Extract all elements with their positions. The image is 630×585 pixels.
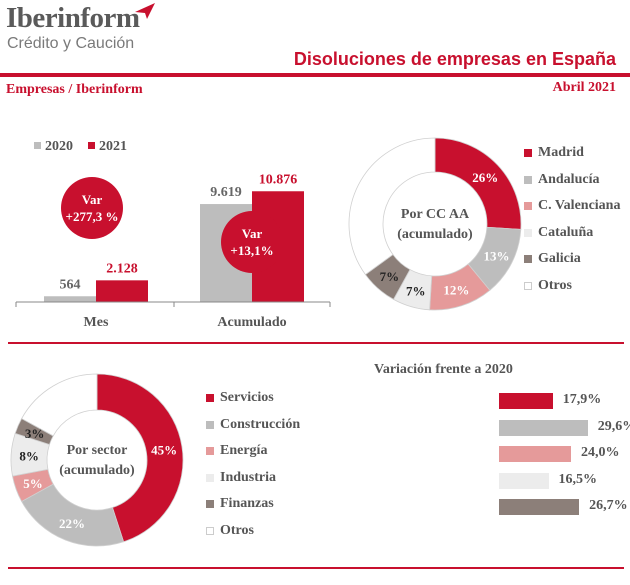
legend-label-2021: 2021 <box>99 139 127 154</box>
ccaa-value-galicia: 7% <box>380 269 400 284</box>
ccaa-legend-otros: Otros <box>524 278 572 294</box>
sector-slice-servicios <box>96 373 184 543</box>
sector-legend-swatch-industria <box>206 473 214 482</box>
sector-legend-label-industria: Industria <box>220 469 277 485</box>
value-label-2021-acumulado: 10.876 <box>259 172 298 187</box>
legend-label-2020: 2020 <box>45 139 73 154</box>
bar-2020-mes <box>44 296 96 302</box>
sector-legend-otros: Otros <box>206 523 254 539</box>
legend-swatch-2021 <box>88 142 95 149</box>
ccaa-legend-label-otros: Otros <box>538 277 572 293</box>
ccaa-center-subtitle: (acumulado) <box>397 227 473 242</box>
sector-legend-finanzas: Finanzas <box>206 496 274 512</box>
variation-bubble-acumulado <box>221 211 283 273</box>
legend-swatch-2020 <box>34 142 41 149</box>
sector-legend-label-otros: Otros <box>220 522 254 538</box>
variation-bar-finanzas <box>499 499 580 515</box>
ccaa-legend-label-c-valenciana: C. Valenciana <box>538 198 621 213</box>
sector-legend-swatch-energ-a <box>206 447 214 455</box>
sector-center-subtitle: (acumulado) <box>59 463 135 478</box>
sector-value-construcci-n: 22% <box>59 516 85 531</box>
sector-value-finanzas: 3% <box>25 426 45 441</box>
value-label-2021-mes: 2.128 <box>106 261 138 276</box>
bar-chart: 2020 2021 564 2.128 Mes 9.619 10.876 Acumulado V… <box>15 139 331 330</box>
ccaa-value-catalu-a: 7% <box>406 283 426 298</box>
sector-slice-otros <box>21 373 98 437</box>
brand-subtitle: Crédito y Caución <box>7 35 135 52</box>
value-label-2020-mes: 564 <box>60 277 81 292</box>
sector-legend-swatch-construcci-n <box>206 420 214 429</box>
variation-value-energ-a: 24,0% <box>581 445 620 460</box>
ccaa-value-c-valenciana: 12% <box>443 283 469 298</box>
title-rule <box>0 73 630 77</box>
variation-bar-energ-a <box>499 446 571 462</box>
ccaa-legend-swatch-madrid <box>524 149 532 157</box>
report-date: Abril 2021 <box>552 80 616 95</box>
sector-legend-label-construcci-n: Construcción <box>220 416 301 432</box>
plane-icon <box>135 3 155 19</box>
ccaa-value-andaluc-a: 13% <box>483 248 509 263</box>
sector-legend-swatch-servicios <box>206 394 214 402</box>
ccaa-legend-catalu-a: Cataluña <box>524 225 593 241</box>
category-label-acumulado: Acumulado <box>217 315 286 330</box>
ccaa-legend-label-galicia: Galicia <box>538 251 581 266</box>
variation-bubble-mes <box>61 177 123 239</box>
variation-bubble-value: +277,3 % <box>66 209 119 224</box>
sector-value-energ-a: 5% <box>23 476 43 491</box>
ccaa-legend-galicia: Galicia <box>524 251 581 267</box>
pie-chart-sector: 45% 22% 5% 8% 3% Por sector (acumulado) <box>10 373 184 547</box>
sector-value-industria: 8% <box>19 449 39 464</box>
sector-value-servicios: 45% <box>151 442 177 457</box>
sector-legend-construcci-n: Construcción <box>206 417 300 433</box>
category-label-mes: Mes <box>84 315 109 330</box>
sector-legend-swatch-otros <box>206 526 214 535</box>
page-title: Disoluciones de empresas en España <box>293 49 616 69</box>
variation-bubble-value: +13,1% <box>230 243 273 258</box>
variation-value-finanzas: 26,7% <box>589 498 628 513</box>
brand-logo: Iberinform <box>6 2 140 34</box>
variation-title: Variación frente a 2020 <box>374 362 513 377</box>
ccaa-legend-c-valenciana: C. Valenciana <box>524 198 620 214</box>
pie-chart-ccaa: 26% 13% 12% 7% 7% Por CC AA (acumulado) <box>348 137 522 311</box>
sector-legend-label-servicios: Servicios <box>220 390 274 405</box>
ccaa-center-title: Por CC AA <box>401 207 470 222</box>
section-divider <box>8 342 624 344</box>
sector-legend-label-finanzas: Finanzas <box>220 496 274 511</box>
sector-legend-label-energ-a: Energía <box>220 443 268 458</box>
value-label-2020-acumulado: 9.619 <box>210 185 242 200</box>
ccaa-legend-label-madrid: Madrid <box>538 145 584 160</box>
sector-center-title: Por sector <box>67 443 128 458</box>
variation-value-industria: 16,5% <box>558 471 598 487</box>
variation-bar-industria <box>499 472 549 489</box>
sector-legend-industria: Industria <box>206 470 276 486</box>
sector-legend-servicios: Servicios <box>206 390 274 406</box>
variation-bubble-title: Var <box>242 226 263 241</box>
ccaa-legend-andaluc-a: Andalucía <box>524 172 599 188</box>
bar-2021-mes <box>96 280 148 302</box>
ccaa-legend-swatch-galicia <box>524 255 532 263</box>
ccaa-legend-swatch-otros <box>524 281 532 290</box>
variation-bar-construcci-n <box>499 419 588 436</box>
ccaa-legend-label-catalu-a: Cataluña <box>538 224 594 240</box>
variation-value-servicios: 17,9% <box>562 392 602 407</box>
variation-value-construcci-n: 29,6% <box>597 418 630 434</box>
sector-legend-energ-a: Energía <box>206 443 267 459</box>
ccaa-value-madrid: 26% <box>472 170 498 185</box>
ccaa-legend-swatch-andaluc-a <box>524 175 532 184</box>
sector-legend-swatch-finanzas <box>206 500 214 508</box>
ccaa-legend-label-andaluc-a: Andalucía <box>538 171 600 187</box>
source-label: Empresas / Iberinform <box>6 82 143 97</box>
ccaa-legend-swatch-catalu-a <box>524 228 532 237</box>
variation-bubble-title: Var <box>82 192 103 207</box>
ccaa-slice-otros <box>348 137 436 276</box>
bottom-divider <box>8 567 624 569</box>
ccaa-legend-swatch-c-valenciana <box>524 202 532 210</box>
variation-bar-servicios <box>499 393 553 409</box>
ccaa-legend-madrid: Madrid <box>524 145 584 161</box>
